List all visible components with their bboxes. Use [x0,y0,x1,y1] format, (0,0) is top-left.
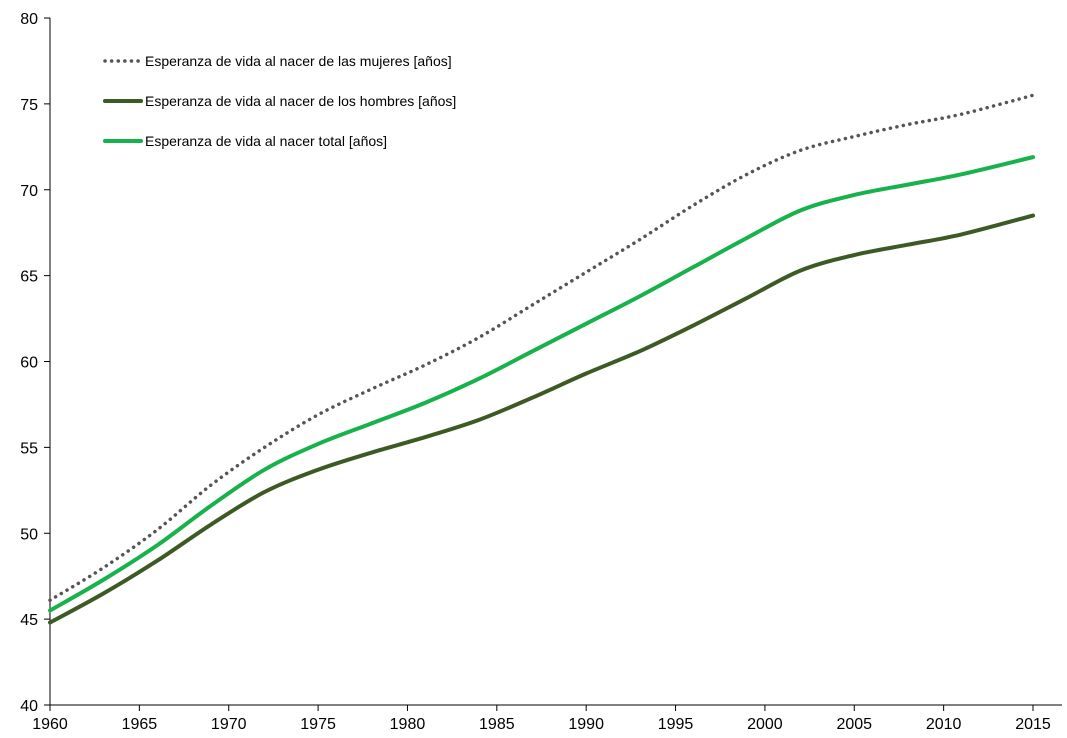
legend-label-1: Esperanza de vida al nacer de las mujere… [145,53,452,69]
legend: Esperanza de vida al nacer de las mujere… [103,53,456,149]
x-tick-label: 2010 [926,716,962,733]
x-tick-label: 1975 [300,716,336,733]
y-tick-label: 50 [20,526,38,543]
y-tick-label: 65 [20,269,38,286]
legend-label-2: Esperanza de vida al nacer de los hombre… [145,93,456,109]
series-line-1 [48,93,1035,602]
x-tick-label: 1985 [479,716,515,733]
y-tick-label: 60 [20,355,38,372]
y-tick-label: 75 [20,97,38,114]
x-tick-label: 1980 [390,716,426,733]
x-tick-label: 1970 [211,716,247,733]
y-tick-label: 80 [20,11,38,28]
series-layer [48,93,1035,625]
x-tick-label: 2005 [836,716,872,733]
x-tick-label: 2000 [747,716,783,733]
y-tick-label: 55 [20,440,38,457]
x-tick-label: 1965 [122,716,158,733]
axes: 40 45 50 55 60 65 70 75 80 1960 1965 1970 1975 1980 19… [20,11,1062,733]
x-tick-label: 1990 [568,716,604,733]
y-tick-label: 70 [20,183,38,200]
y-tick-label: 45 [20,612,38,629]
x-tick-label: 1995 [658,716,694,733]
x-tick-label: 1960 [32,716,68,733]
y-tick-label: 40 [20,698,38,715]
series-line-2 [48,213,1035,625]
legend-label-3: Esperanza de vida al nacer total [años] [145,133,387,149]
series-line-3 [48,155,1035,613]
x-tick-label: 2015 [1015,716,1051,733]
